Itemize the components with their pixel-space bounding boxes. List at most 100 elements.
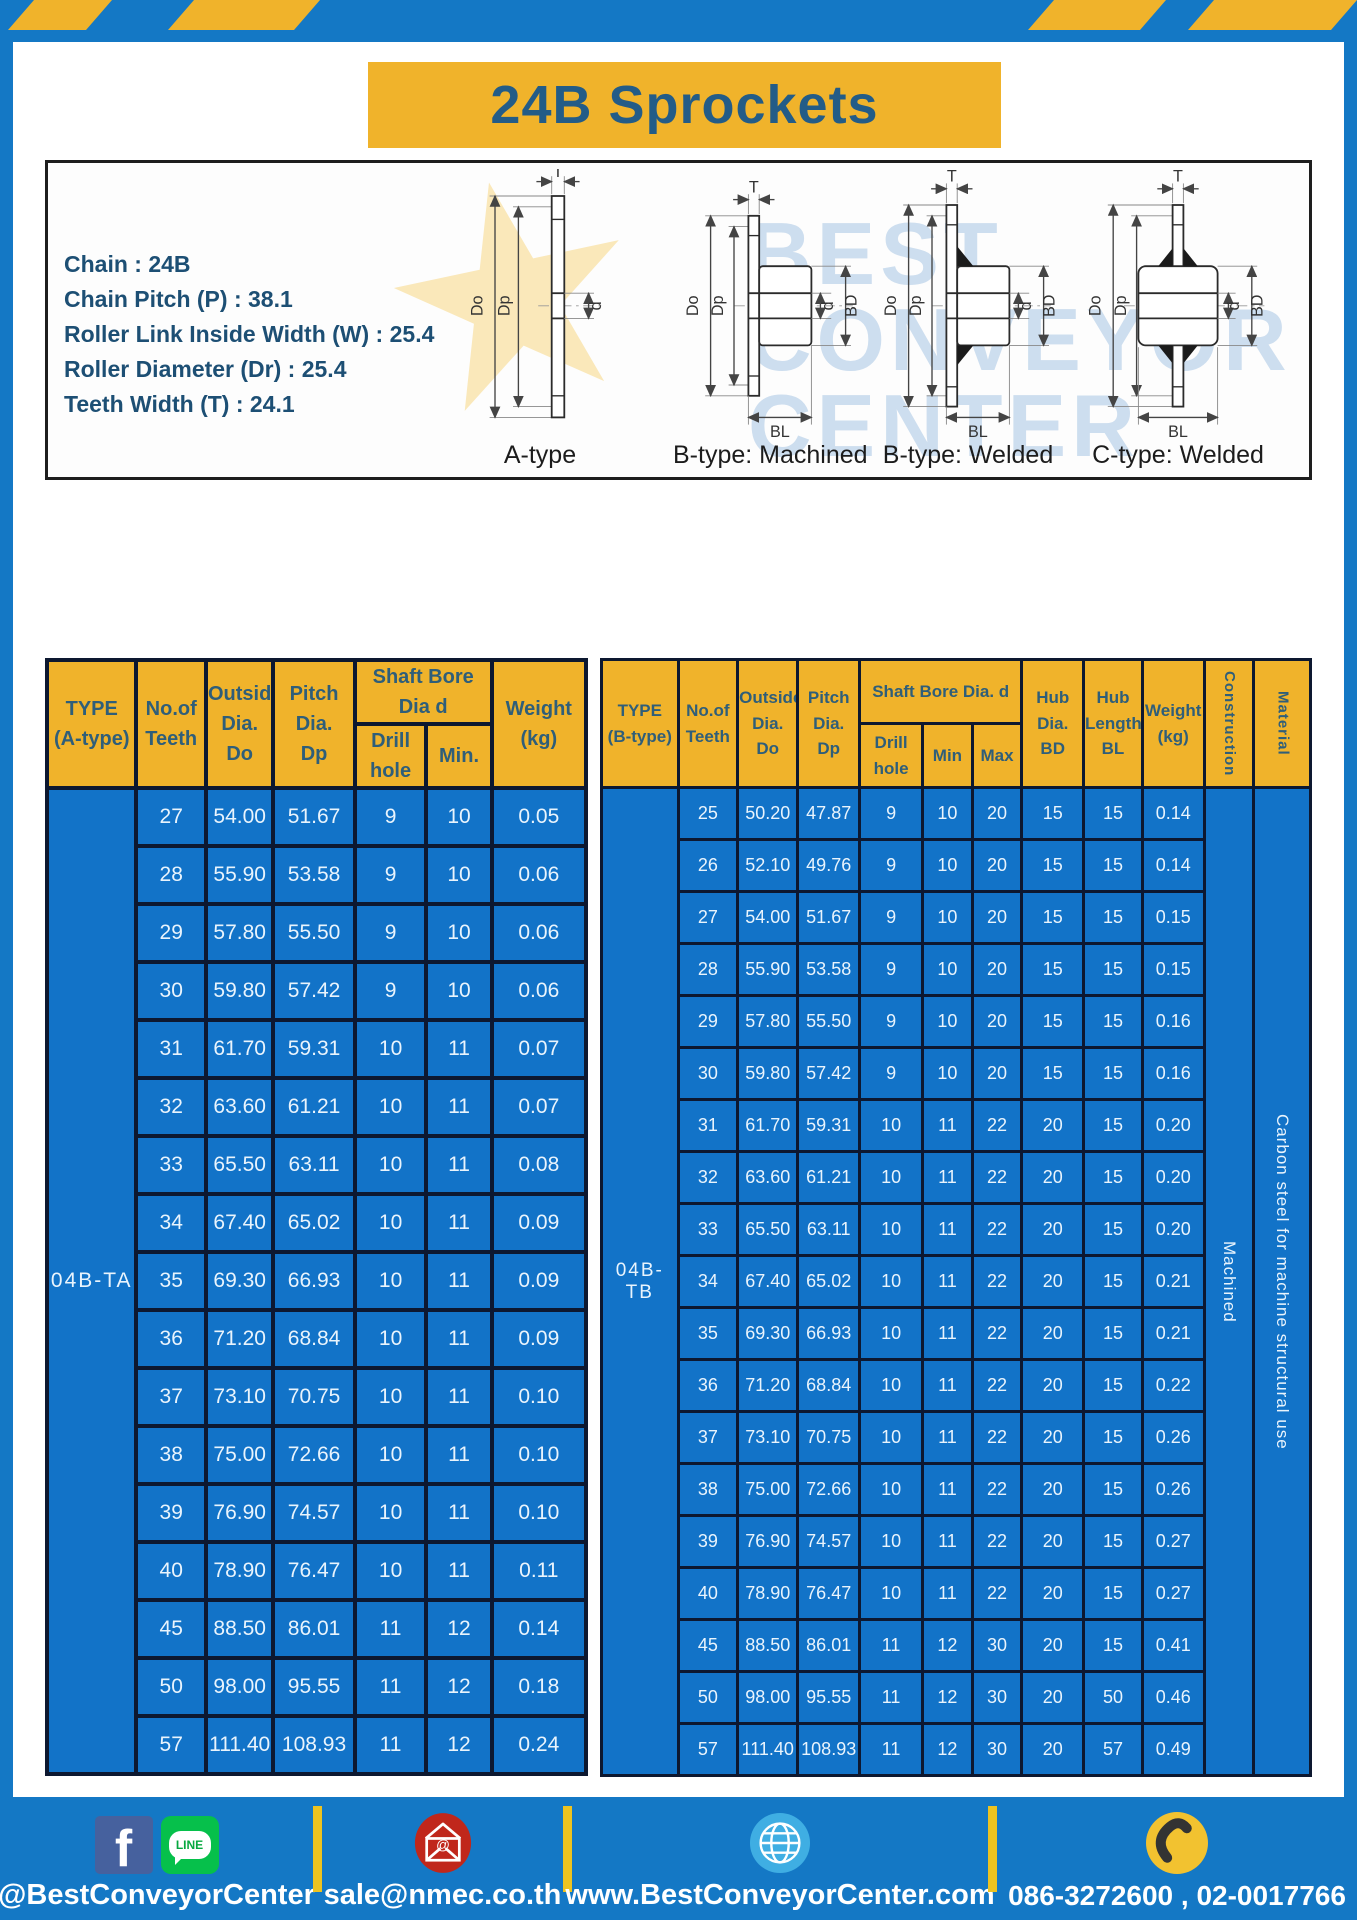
data-cell: 9 xyxy=(352,960,429,1022)
data-cell: 69.30 xyxy=(736,1306,800,1361)
data-cell: 0.14 xyxy=(1140,786,1206,841)
data-cell: 0.10 xyxy=(489,1366,589,1428)
data-cell: 9 xyxy=(858,1046,925,1101)
data-cell: 35 xyxy=(134,1250,208,1312)
phone-numbers[interactable]: 086-3272600 , 02-0017766 xyxy=(1008,1880,1346,1911)
dim-label-do: Do xyxy=(882,295,900,316)
data-cell: 0.20 xyxy=(1140,1150,1206,1205)
data-cell: 10 xyxy=(352,1424,429,1486)
figure-label: B-type: Machined xyxy=(673,441,868,469)
facebook-icon[interactable]: f xyxy=(94,1816,153,1875)
data-cell: 15 xyxy=(1082,1254,1144,1309)
table-row: 27 54.00 51.67 9 10 20 15 15 0.15 xyxy=(602,890,1311,945)
data-cell: 0.07 xyxy=(489,1018,589,1080)
data-cell: 20 xyxy=(970,1046,1024,1101)
data-cell: 11 xyxy=(921,1358,974,1413)
data-cell: 15 xyxy=(1020,786,1086,841)
col-header-shaft-bore: Shaft Bore Dia d xyxy=(352,658,494,726)
data-cell: 68.84 xyxy=(796,1358,862,1413)
data-cell: 12 xyxy=(424,1598,494,1660)
data-cell: 22 xyxy=(970,1150,1024,1205)
spec-line: Chain Pitch (P) : 38.1 xyxy=(64,286,293,312)
website-url[interactable]: www.BestConveyorCenter.com xyxy=(565,1879,995,1911)
data-cell: 50 xyxy=(676,1670,740,1725)
col-header-construction: Construction xyxy=(1202,658,1256,789)
data-cell: 20 xyxy=(1020,1358,1086,1413)
data-cell: 10 xyxy=(424,902,494,964)
data-cell: 9 xyxy=(858,942,925,997)
data-cell: 15 xyxy=(1082,1046,1144,1101)
data-cell: 27 xyxy=(134,786,208,848)
data-cell: 61.21 xyxy=(796,1150,862,1205)
col-header-drill-hole: Drill hole xyxy=(858,722,925,789)
data-cell: 0.26 xyxy=(1140,1410,1206,1465)
email-address[interactable]: sale@nmec.co.th xyxy=(323,1879,562,1911)
data-cell: 32 xyxy=(676,1150,740,1205)
data-cell: 59.31 xyxy=(271,1018,357,1080)
dim-label-do: Do xyxy=(1088,295,1105,316)
globe-icon[interactable] xyxy=(749,1812,811,1874)
data-cell: 11 xyxy=(921,1254,974,1309)
col-header-teeth: No.of Teeth xyxy=(134,658,208,790)
data-cell: 22 xyxy=(970,1514,1024,1569)
data-cell: 0.27 xyxy=(1140,1514,1206,1569)
table-row: 39 76.90 74.57 10 11 22 20 15 0.27 xyxy=(602,1514,1311,1569)
col-header-teeth: No.of Teeth xyxy=(676,658,740,789)
data-cell: 59.31 xyxy=(796,1098,862,1153)
data-cell: 65.50 xyxy=(736,1202,800,1257)
dim-label-dp: Dp xyxy=(1112,295,1130,316)
data-cell: 57.42 xyxy=(271,960,357,1022)
data-cell: 10 xyxy=(921,1046,974,1101)
data-cell: 88.50 xyxy=(736,1618,800,1673)
data-cell: 20 xyxy=(1020,1514,1086,1569)
dim-label-bd: BD xyxy=(1040,295,1058,318)
data-cell: 0.20 xyxy=(1140,1202,1206,1257)
data-cell: 0.21 xyxy=(1140,1254,1206,1309)
figure-label: B-type: Welded xyxy=(882,441,1054,469)
data-cell: 11 xyxy=(424,1076,494,1138)
data-cell: 15 xyxy=(1082,1618,1144,1673)
data-cell: 55.90 xyxy=(203,844,276,906)
data-cell: 10 xyxy=(921,786,974,841)
data-cell: 15 xyxy=(1082,1150,1144,1205)
data-cell: 9 xyxy=(352,902,429,964)
yellow-stripe xyxy=(168,0,320,30)
data-cell: 74.57 xyxy=(796,1514,862,1569)
social-handle[interactable]: @BestConveyorCenter xyxy=(0,1879,315,1911)
data-cell: 73.10 xyxy=(736,1410,800,1465)
data-cell: 20 xyxy=(1020,1618,1086,1673)
data-cell: 76.47 xyxy=(796,1566,862,1621)
line-icon[interactable]: LINE xyxy=(160,1816,219,1874)
dim-label-bl: BL xyxy=(770,423,790,439)
data-cell: 69.30 xyxy=(203,1250,276,1312)
data-cell: 38 xyxy=(134,1424,208,1486)
data-cell: 37 xyxy=(134,1366,208,1428)
type-label-cell: 04B-TB xyxy=(600,786,680,1777)
data-cell: 39 xyxy=(134,1482,208,1544)
phone-icon[interactable] xyxy=(1145,1811,1209,1875)
footer-divider xyxy=(988,1806,997,1892)
data-cell: 10 xyxy=(858,1150,925,1205)
email-icon[interactable]: @ xyxy=(414,1812,472,1874)
table-row: 34 67.40 65.02 10 11 0.09 xyxy=(47,1192,589,1254)
data-cell: 0.49 xyxy=(1140,1722,1206,1777)
data-cell: 67.40 xyxy=(736,1254,800,1309)
table-row: 32 63.60 61.21 10 11 22 20 15 0.20 xyxy=(602,1150,1311,1205)
data-cell: 20 xyxy=(1020,1722,1086,1777)
data-cell: 10 xyxy=(858,1410,925,1465)
data-cell: 15 xyxy=(1020,994,1086,1049)
data-cell: 31 xyxy=(676,1098,740,1153)
data-cell: 86.01 xyxy=(796,1618,862,1673)
data-cell: 70.75 xyxy=(271,1366,357,1428)
data-cell: 57 xyxy=(134,1714,208,1776)
data-cell: 57 xyxy=(1082,1722,1144,1777)
data-cell: 10 xyxy=(352,1250,429,1312)
data-cell: 54.00 xyxy=(203,786,276,848)
data-cell: 20 xyxy=(1020,1410,1086,1465)
data-cell: 11 xyxy=(424,1308,494,1370)
data-cell: 20 xyxy=(1020,1150,1086,1205)
data-cell: 57.80 xyxy=(203,902,276,964)
type-label-cell: 04B-TA xyxy=(44,786,139,1776)
data-cell: 57 xyxy=(676,1722,740,1777)
data-cell: 52.10 xyxy=(736,838,800,893)
